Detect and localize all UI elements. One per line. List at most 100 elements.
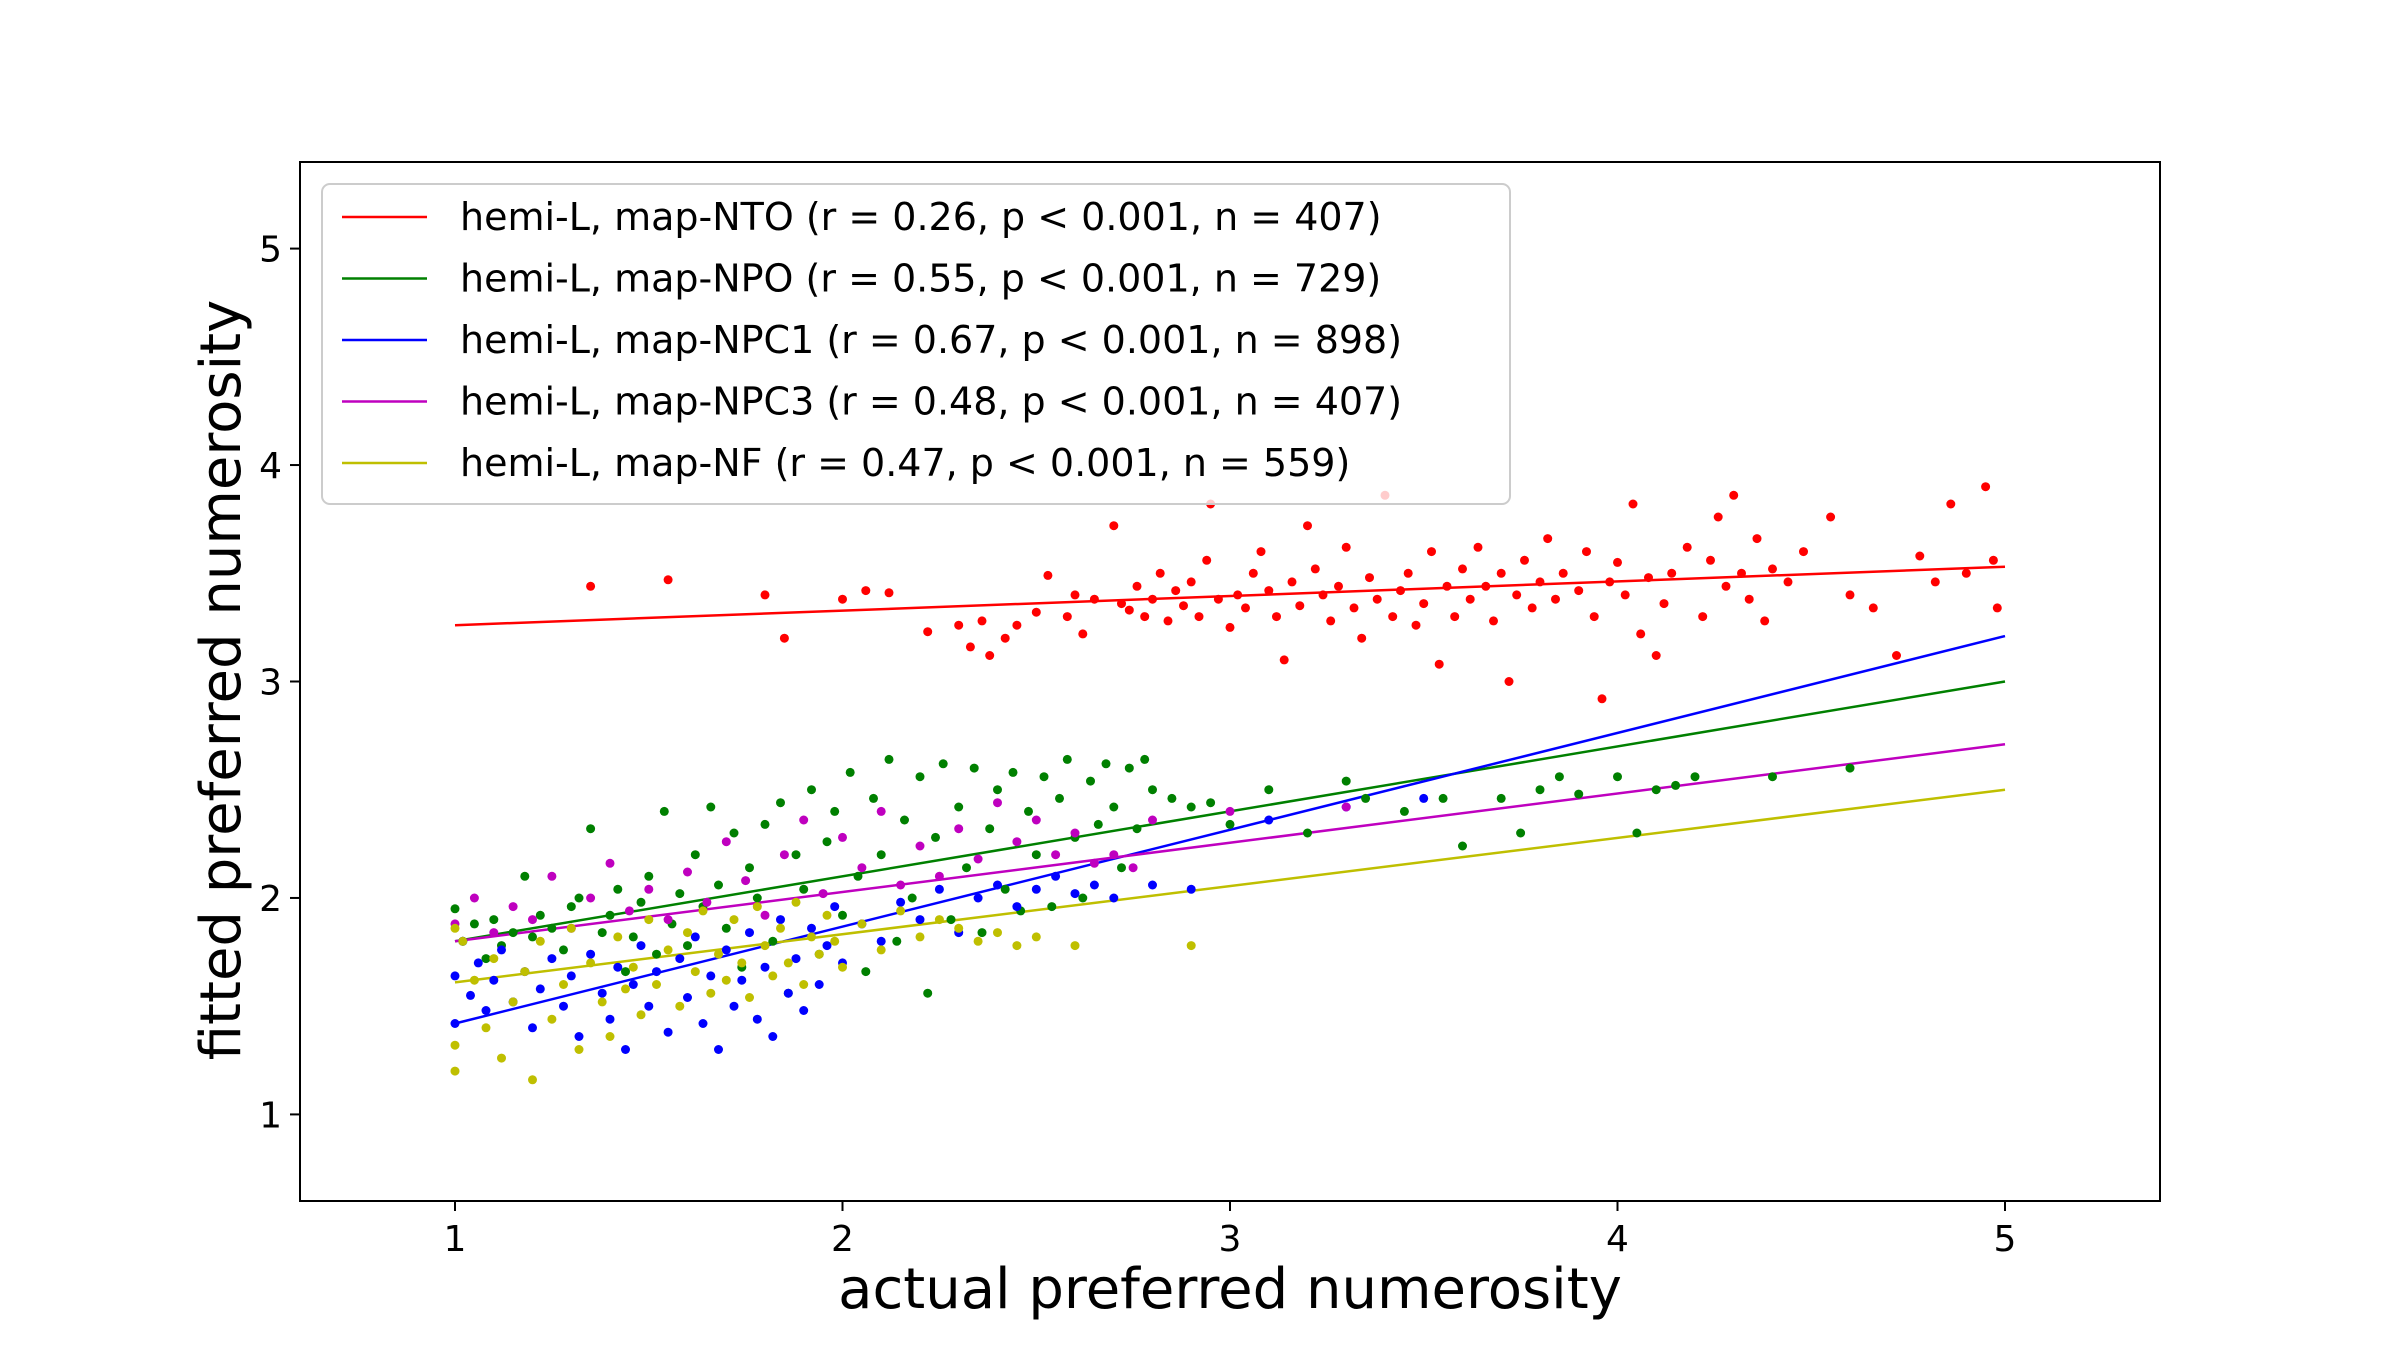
data-point-series-1 [1264, 586, 1274, 596]
data-point-series-2 [1535, 785, 1545, 795]
data-point-series-5 [481, 1023, 491, 1033]
data-point-series-1 [1148, 594, 1157, 604]
data-point-series-3 [663, 1027, 673, 1037]
data-point-series-2 [547, 923, 557, 933]
data-point-series-1 [1442, 581, 1452, 591]
data-point-series-1 [923, 627, 933, 637]
data-point-series-3 [450, 1019, 460, 1028]
data-point-series-4 [934, 871, 944, 881]
data-point-series-5 [973, 936, 983, 946]
data-point-series-1 [884, 588, 894, 598]
data-point-series-5 [776, 923, 785, 933]
data-point-series-2 [1031, 850, 1041, 860]
data-point-series-4 [547, 871, 557, 881]
data-point-series-5 [450, 923, 460, 933]
data-point-series-1 [1213, 594, 1223, 604]
data-point-series-2 [1086, 776, 1095, 786]
data-point-series-5 [857, 919, 867, 929]
data-point-series-3 [586, 949, 596, 959]
data-point-series-5 [636, 1010, 646, 1020]
data-point-series-4 [954, 824, 964, 834]
data-point-series-5 [520, 967, 530, 977]
data-point-series-3 [776, 915, 785, 925]
data-point-series-4 [915, 841, 925, 851]
data-point-series-3 [1031, 884, 1041, 894]
data-point-series-3 [547, 954, 557, 964]
data-point-series-2 [1613, 772, 1622, 782]
data-point-series-1 [1279, 655, 1289, 665]
data-point-series-3 [574, 1032, 584, 1041]
legend-entry-label: hemi-L, map-NTO (r = 0.26, p < 0.001, n … [460, 195, 1382, 239]
data-point-series-2 [1000, 884, 1010, 894]
data-point-series-3 [822, 941, 832, 951]
data-point-series-5 [644, 915, 654, 925]
data-point-series-3 [473, 958, 483, 968]
data-point-series-1 [1326, 616, 1336, 626]
data-point-series-1 [1272, 612, 1281, 622]
data-point-series-1 [1233, 590, 1243, 600]
data-point-series-2 [1264, 785, 1274, 795]
x-tick-label: 5 [1994, 1219, 2017, 1260]
data-point-series-1 [1744, 594, 1754, 604]
data-point-series-2 [644, 871, 654, 881]
data-point-series-3 [535, 984, 545, 994]
data-point-series-4 [838, 832, 847, 842]
data-point-series-3 [1051, 871, 1061, 881]
data-point-series-2 [745, 863, 754, 873]
data-point-series-3 [450, 971, 460, 981]
data-point-series-1 [1868, 603, 1878, 613]
data-point-series-4 [741, 876, 751, 886]
data-point-series-1 [1225, 622, 1235, 632]
data-point-series-1 [1496, 568, 1506, 578]
data-point-series-2 [450, 904, 460, 914]
data-point-series-5 [508, 997, 518, 1007]
data-point-series-4 [1341, 802, 1351, 812]
data-point-series-1 [1132, 581, 1142, 591]
legend-entry-label: hemi-L, map-NPC1 (r = 0.67, p < 0.001, n… [460, 318, 1402, 362]
data-point-series-2 [1690, 772, 1700, 782]
data-point-series-5 [566, 923, 576, 933]
data-point-series-2 [1554, 772, 1564, 782]
data-point-series-2 [574, 893, 584, 903]
data-point-series-1 [1310, 564, 1320, 574]
data-point-series-1 [1946, 499, 1956, 509]
data-point-series-3 [698, 1019, 708, 1028]
data-point-series-4 [469, 893, 479, 903]
data-point-series-1 [1613, 557, 1622, 567]
data-point-series-2 [566, 902, 576, 912]
data-point-series-1 [1248, 568, 1258, 578]
data-point-series-2 [508, 928, 518, 938]
data-point-series-1 [1574, 586, 1584, 596]
data-point-series-5 [822, 910, 832, 920]
data-point-series-3 [621, 1045, 630, 1054]
data-point-series-2 [776, 798, 785, 808]
data-point-series-5 [559, 980, 568, 989]
data-point-series-1 [1543, 534, 1553, 544]
data-point-series-1 [1605, 577, 1615, 587]
data-point-series-2 [907, 893, 917, 903]
data-point-series-1 [1551, 594, 1560, 604]
data-point-series-1 [1419, 599, 1429, 609]
fit-line-series-1 [454, 565, 2006, 627]
data-point-series-2 [884, 754, 894, 764]
data-point-series-2 [621, 967, 630, 977]
data-point-series-1 [1117, 599, 1126, 609]
data-point-series-5 [528, 1075, 537, 1085]
data-point-series-2 [869, 793, 878, 803]
x-tick-label: 1 [444, 1219, 467, 1260]
data-point-series-2 [861, 967, 871, 977]
legend-entry-label: hemi-L, map-NPO (r = 0.55, p < 0.001, n … [460, 257, 1381, 301]
data-point-series-1 [1481, 581, 1491, 591]
y-tick-label: 4 [259, 446, 282, 487]
data-point-series-5 [547, 1014, 557, 1024]
data-point-series-5 [752, 902, 762, 912]
data-point-series-3 [1264, 815, 1274, 825]
data-point-series-1 [1698, 612, 1708, 622]
y-axis-ticks: 1 2 3 4 5 [259, 230, 300, 1136]
data-point-series-2 [714, 880, 723, 890]
data-point-series-2 [1093, 819, 1103, 829]
data-point-series-5 [1012, 941, 1022, 951]
data-point-series-1 [1729, 490, 1739, 500]
data-point-series-2 [876, 850, 886, 860]
data-point-series-3 [1070, 889, 1080, 899]
